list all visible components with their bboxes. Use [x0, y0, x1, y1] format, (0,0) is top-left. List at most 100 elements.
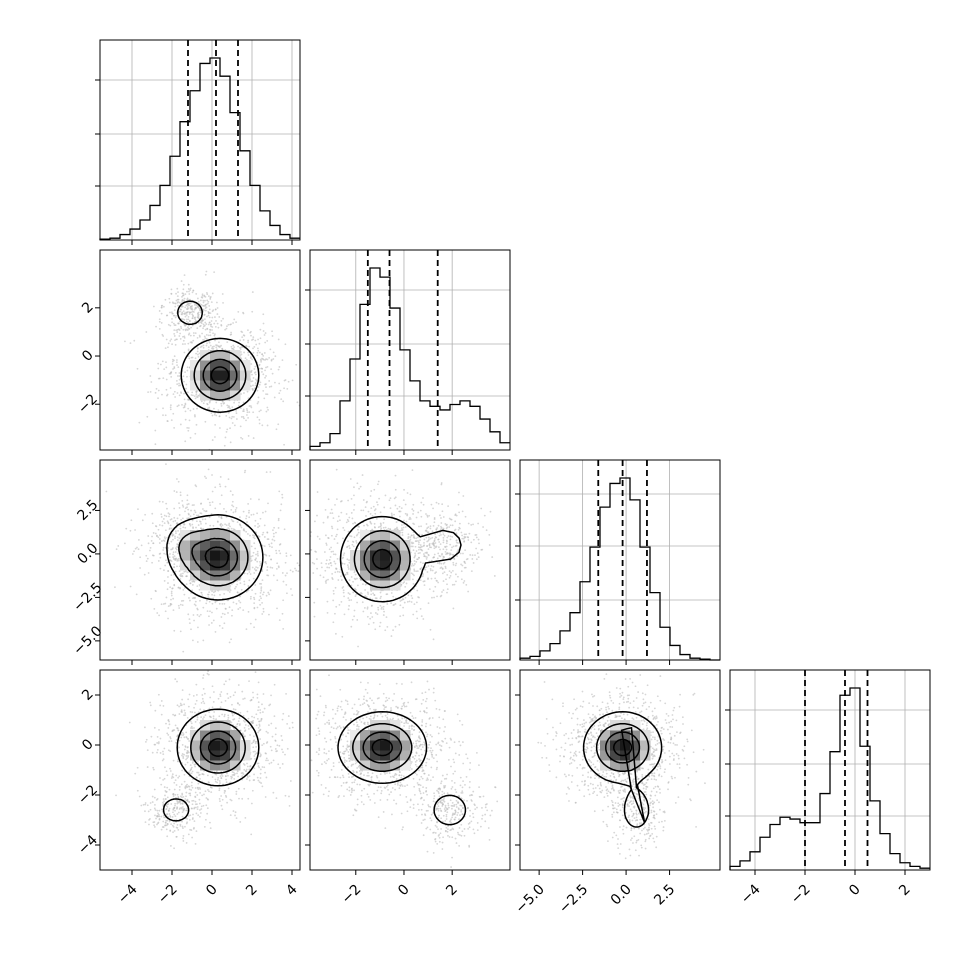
scatter-point: [263, 352, 266, 354]
scatter-point: [242, 733, 245, 736]
scatter-point: [180, 392, 183, 395]
scatter-point: [454, 520, 457, 523]
scatter-point: [165, 366, 168, 369]
density-panel-1-0: [99, 249, 301, 451]
scatter-point: [214, 308, 217, 311]
scatter-point: [354, 595, 357, 598]
scatter-point: [159, 534, 161, 537]
scatter-point: [404, 503, 407, 506]
scatter-point: [186, 297, 189, 300]
scatter-point: [201, 518, 204, 521]
scatter-point: [263, 397, 266, 400]
scatter-point: [190, 829, 193, 831]
scatter-point: [240, 526, 243, 529]
scatter-point: [340, 575, 342, 578]
scatter-point: [446, 574, 449, 576]
scatter-point: [275, 549, 277, 552]
scatter-point: [197, 321, 200, 324]
scatter-point: [182, 588, 185, 591]
scatter-point: [228, 528, 231, 531]
scatter-point: [191, 639, 194, 642]
scatter-point: [467, 536, 470, 539]
scatter-point: [268, 380, 271, 382]
scatter-point: [420, 615, 423, 618]
scatter-point: [415, 601, 418, 604]
scatter-point: [191, 519, 194, 522]
density-cell: [400, 560, 411, 571]
scatter-point: [192, 289, 195, 292]
scatter-point: [223, 603, 226, 605]
scatter-point: [236, 583, 239, 586]
scatter-point: [172, 359, 175, 362]
scatter-point: [202, 319, 205, 322]
scatter-point: [438, 555, 441, 557]
scatter-point: [212, 347, 215, 350]
scatter-point: [182, 650, 185, 653]
scatter-point: [137, 548, 140, 551]
scatter-point: [196, 760, 199, 763]
scatter-point: [324, 580, 327, 583]
scatter-point: [206, 402, 209, 405]
scatter-point: [412, 578, 414, 581]
scatter-point: [169, 518, 172, 521]
scatter-point: [223, 789, 226, 792]
scatter-point: [485, 529, 488, 532]
scatter-point: [419, 561, 422, 564]
scatter-point: [291, 570, 294, 573]
scatter-point: [437, 502, 440, 505]
scatter-point: [347, 540, 349, 543]
scatter-point: [256, 560, 259, 563]
scatter-point: [262, 373, 265, 376]
scatter-point: [156, 535, 158, 538]
scatter-point: [385, 593, 388, 596]
scatter-point: [243, 697, 246, 700]
scatter-point: [177, 300, 179, 303]
scatter-point: [219, 485, 222, 488]
scatter-point: [186, 303, 189, 306]
scatter-point: [177, 776, 180, 779]
scatter-point: [173, 355, 176, 358]
scatter-point: [181, 793, 184, 796]
scatter-point: [377, 483, 379, 486]
scatter-point: [289, 554, 292, 557]
scatter-point: [431, 530, 434, 533]
scatter-point: [459, 552, 462, 555]
scatter-point: [451, 535, 454, 538]
scatter-point: [172, 368, 174, 370]
scatter-point: [255, 343, 258, 346]
scatter-point: [227, 323, 230, 326]
scatter-point: [370, 593, 373, 596]
scatter-point: [274, 355, 277, 358]
scatter-point: [365, 596, 368, 598]
scatter-point: [203, 453, 205, 455]
scatter-point: [269, 348, 272, 351]
scatter-point: [251, 715, 253, 718]
scatter-point: [191, 727, 194, 730]
scatter-point: [171, 321, 173, 324]
scatter-point: [254, 378, 257, 381]
scatter-point: [366, 615, 369, 618]
scatter-point: [287, 715, 290, 717]
scatter-point: [174, 551, 177, 553]
scatter-point: [242, 312, 245, 315]
scatter-point: [246, 572, 249, 575]
scatter-point: [348, 544, 351, 547]
scatter-point: [270, 368, 273, 371]
scatter-point: [451, 569, 454, 572]
scatter-point: [427, 602, 430, 605]
scatter-point: [196, 306, 199, 308]
scatter-point: [202, 299, 205, 302]
scatter-point: [177, 828, 180, 831]
scatter-point: [179, 332, 182, 335]
scatter-point: [374, 612, 377, 614]
scatter-point: [182, 310, 185, 313]
scatter-point: [253, 572, 256, 574]
scatter-point: [182, 599, 185, 602]
scatter-point: [247, 585, 250, 587]
scatter-point: [193, 395, 196, 398]
scatter-point: [188, 320, 191, 323]
scatter-point: [164, 564, 167, 567]
scatter-point: [259, 337, 262, 340]
scatter-point: [431, 569, 434, 572]
scatter-point: [289, 780, 292, 782]
